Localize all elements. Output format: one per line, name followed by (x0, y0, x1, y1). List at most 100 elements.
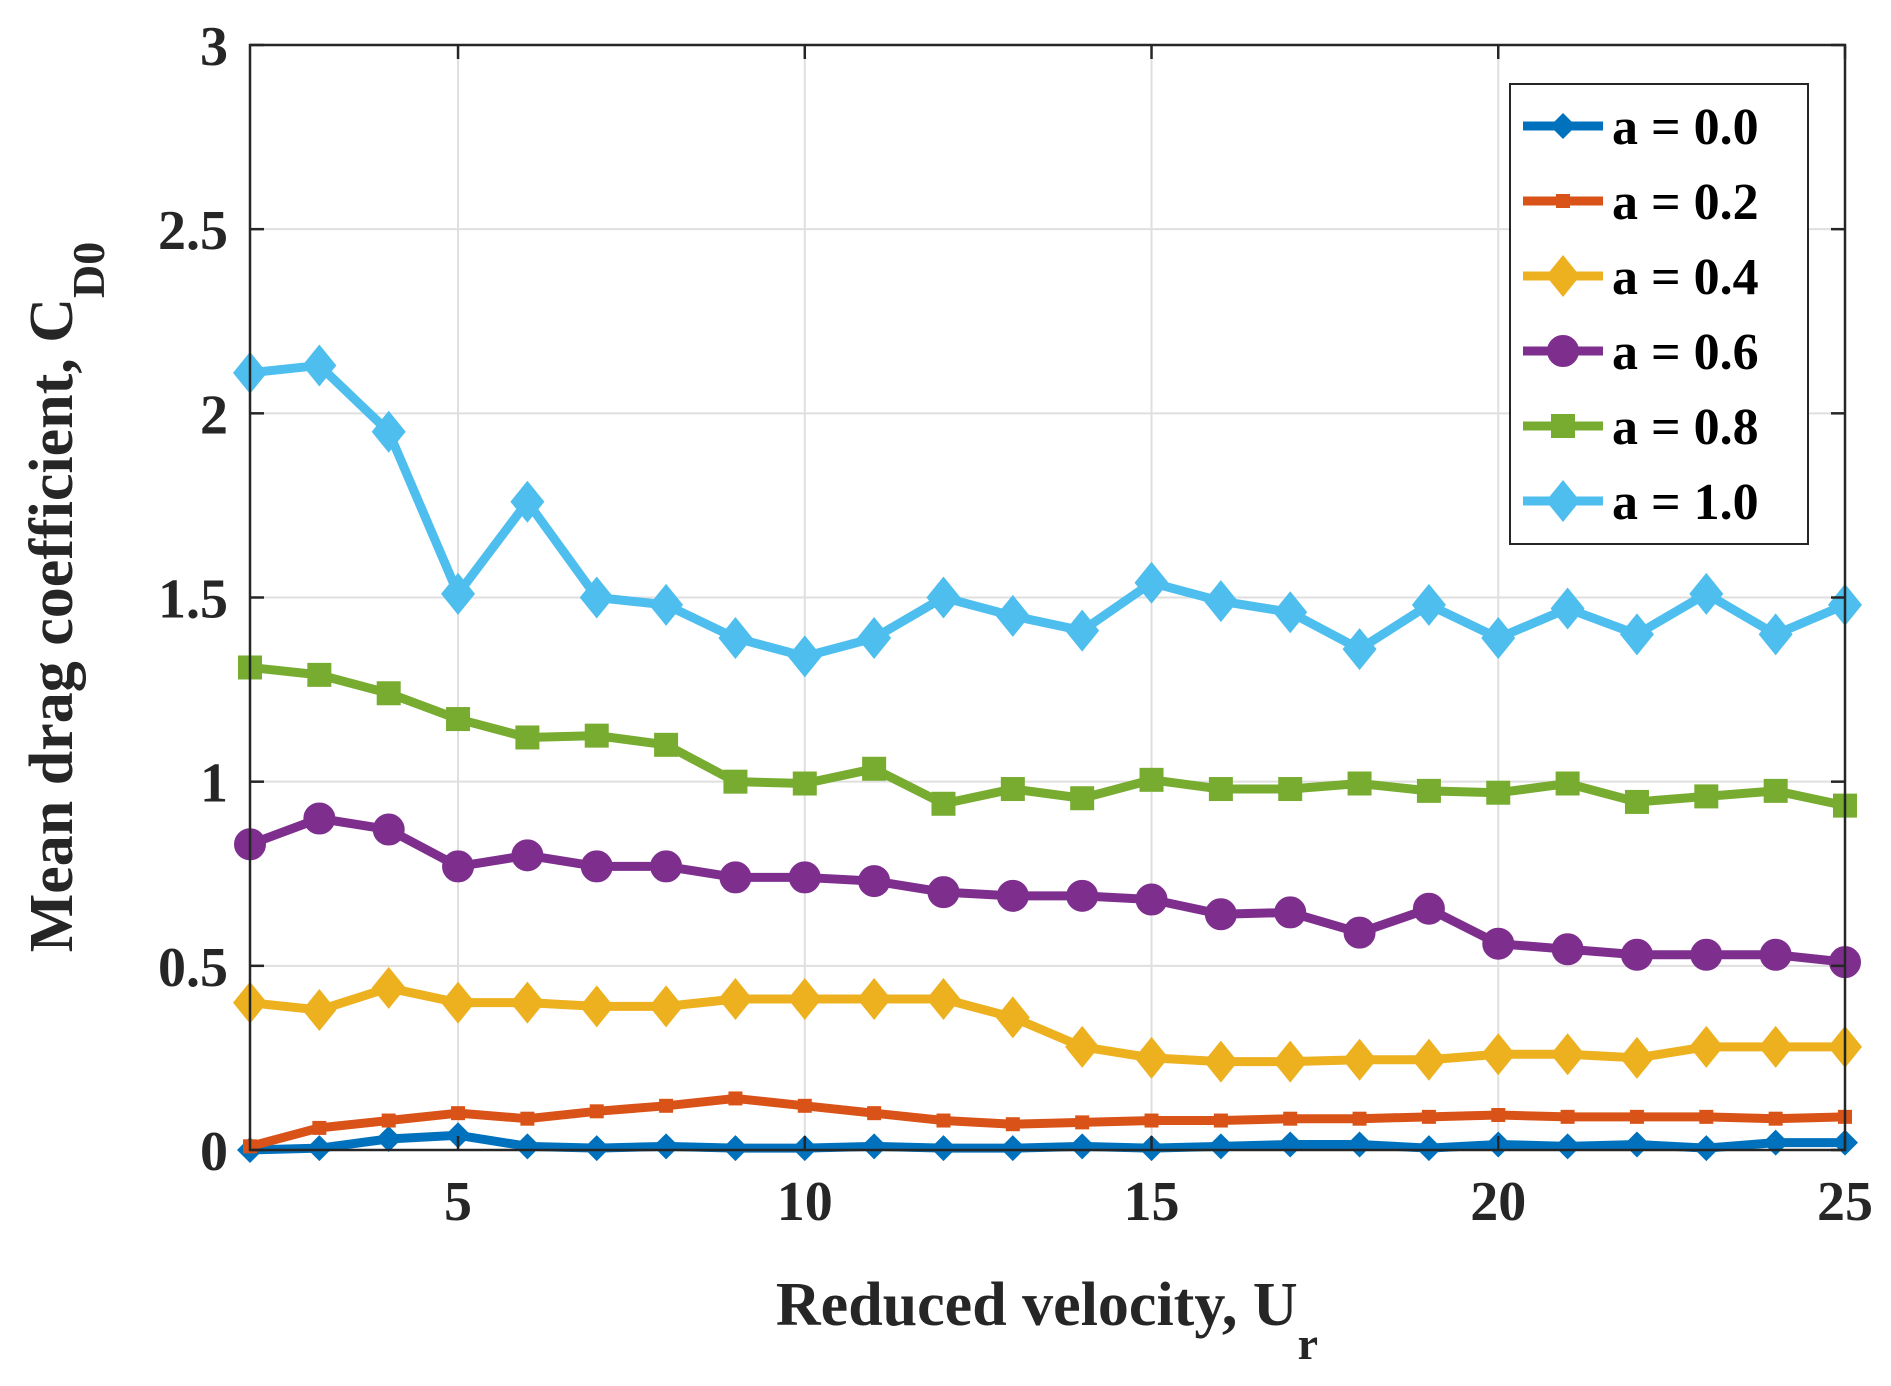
legend-label: a = 0.4 (1612, 249, 1759, 306)
y-axis-title-text: Mean drag coefficient, C (18, 298, 86, 952)
data-point (787, 977, 822, 1020)
x-axis-title-text: Reduced velocity, U (776, 1271, 1298, 1339)
data-point (1342, 628, 1377, 671)
data-point (583, 1135, 610, 1162)
data-point (1758, 1025, 1793, 1068)
data-point (718, 977, 753, 1020)
series-4 (238, 655, 1857, 818)
data-point (1689, 1025, 1724, 1068)
y-tick-label: 1 (200, 753, 228, 815)
data-point (1699, 1109, 1714, 1124)
data-point (312, 1120, 327, 1135)
data-point (514, 1133, 541, 1160)
data-point (1481, 617, 1516, 660)
data-point (857, 977, 892, 1020)
data-point (302, 989, 337, 1032)
data-point (1619, 613, 1654, 656)
data-point (371, 966, 406, 1009)
data-point (1768, 1111, 1783, 1126)
series-layer (233, 344, 1862, 1163)
data-point (451, 1106, 466, 1121)
data-point (995, 594, 1030, 637)
data-point (1560, 1109, 1575, 1124)
data-point (1352, 1111, 1367, 1126)
data-point (584, 723, 609, 748)
legend-label: a = 1.0 (1612, 474, 1759, 531)
data-point (926, 977, 961, 1020)
data-point (580, 850, 613, 883)
data-point (1550, 1033, 1585, 1076)
data-point (719, 861, 752, 894)
data-point (653, 1133, 680, 1160)
data-point (931, 791, 956, 816)
data-point (1273, 591, 1308, 634)
data-point (1763, 778, 1788, 803)
data-point (1411, 583, 1446, 626)
data-point (1283, 1111, 1298, 1126)
data-point (1342, 1038, 1377, 1081)
data-point (442, 850, 475, 883)
data-point (302, 344, 337, 387)
series-1 (243, 1091, 1852, 1154)
data-point (1274, 896, 1307, 929)
legend-entry: a = 0.0 (1523, 99, 1759, 156)
data-point (728, 1091, 743, 1106)
data-point (1758, 613, 1793, 656)
data-point (1134, 1036, 1169, 1079)
data-point (649, 583, 684, 626)
axes (248, 43, 1847, 1152)
data-point (1693, 1135, 1720, 1162)
y-tick-label: 2 (200, 384, 228, 446)
data-point (1065, 609, 1100, 652)
data-point (1629, 1109, 1644, 1124)
data-point (1203, 1040, 1238, 1083)
legend-label: a = 0.6 (1612, 324, 1759, 381)
y-axis-title: Mean drag coefficient, CD0 (18, 242, 114, 952)
legend-marker (1546, 480, 1580, 522)
legend-entry: a = 1.0 (1523, 474, 1759, 531)
data-point (1204, 898, 1237, 931)
data-point (1416, 778, 1441, 803)
data-point (520, 1111, 535, 1126)
legend-entry: a = 0.4 (1523, 249, 1759, 306)
data-point (861, 1133, 888, 1160)
legend-box (1509, 83, 1809, 545)
legend-entry: a = 0.2 (1523, 174, 1759, 231)
data-point (1135, 883, 1168, 916)
data-point (1554, 1133, 1581, 1160)
data-point (1075, 1115, 1090, 1130)
data-point (303, 802, 336, 835)
data-point (788, 861, 821, 894)
legend-marker (1546, 255, 1580, 297)
data-point (1347, 771, 1372, 796)
data-point (1619, 1036, 1654, 1079)
data-point (1139, 767, 1164, 792)
data-point (1343, 916, 1376, 949)
data-point (1421, 1109, 1436, 1124)
data-point (376, 681, 401, 706)
tick-labels: 5 10 15 20 25 0 0.5 1 1.5 2 2.5 3 (158, 16, 1873, 1233)
legend-entry: a = 0.8 (1523, 399, 1759, 456)
data-point (1694, 784, 1719, 809)
data-point (787, 635, 822, 678)
data-point (1482, 927, 1515, 960)
x-tick-label: 15 (1124, 1171, 1180, 1233)
data-point (930, 1135, 957, 1162)
data-point (649, 985, 684, 1028)
data-point (1005, 1117, 1020, 1132)
legend-marker (1556, 194, 1570, 208)
data-point (867, 1106, 882, 1121)
x-tick-label: 5 (444, 1171, 472, 1233)
data-point (996, 879, 1029, 912)
data-point (1415, 1135, 1442, 1162)
data-point (1689, 572, 1724, 615)
data-point (1555, 771, 1580, 796)
series-5 (233, 344, 1862, 678)
y-tick-label: 1.5 (158, 569, 228, 631)
data-point (1213, 1113, 1228, 1128)
legend-label: a = 0.2 (1612, 174, 1759, 231)
x-axis-title-subscript: r (1298, 1318, 1318, 1369)
y-tick-label: 0 (200, 1121, 228, 1183)
data-point (1144, 1113, 1159, 1128)
